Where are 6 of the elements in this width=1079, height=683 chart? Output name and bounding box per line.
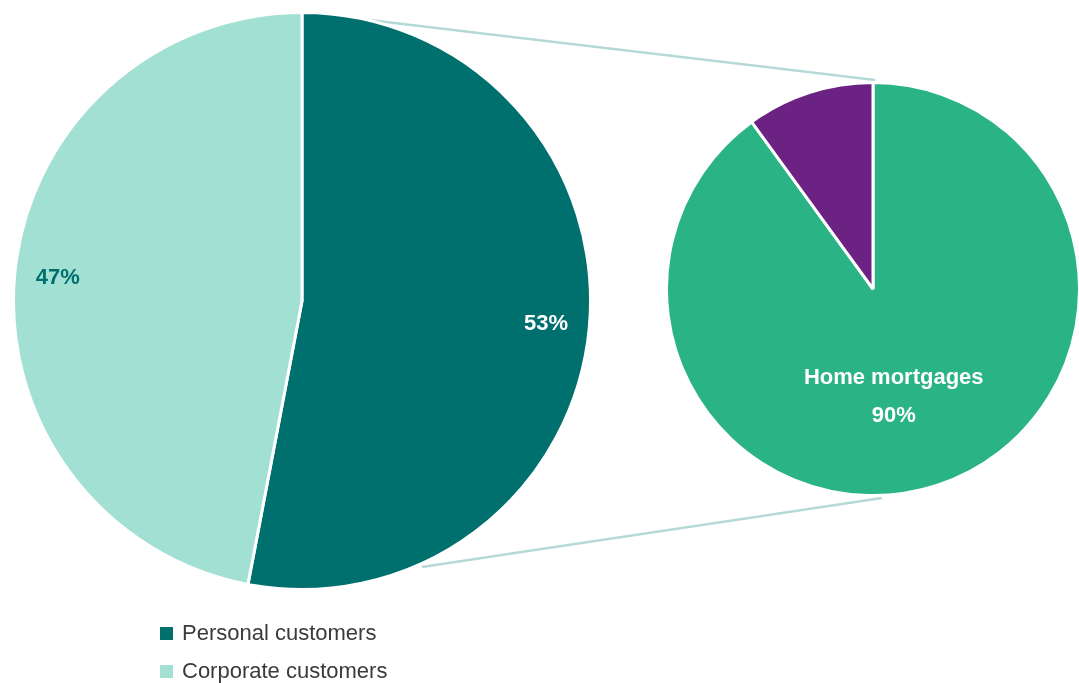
data-label: 47% xyxy=(35,263,80,289)
slice-label: Home mortgages xyxy=(803,363,984,389)
legend-label: Corporate customers xyxy=(182,658,388,683)
legend-label: Personal customers xyxy=(182,620,377,646)
data-label: 53% xyxy=(524,310,569,336)
data-label: 90% xyxy=(871,401,916,427)
